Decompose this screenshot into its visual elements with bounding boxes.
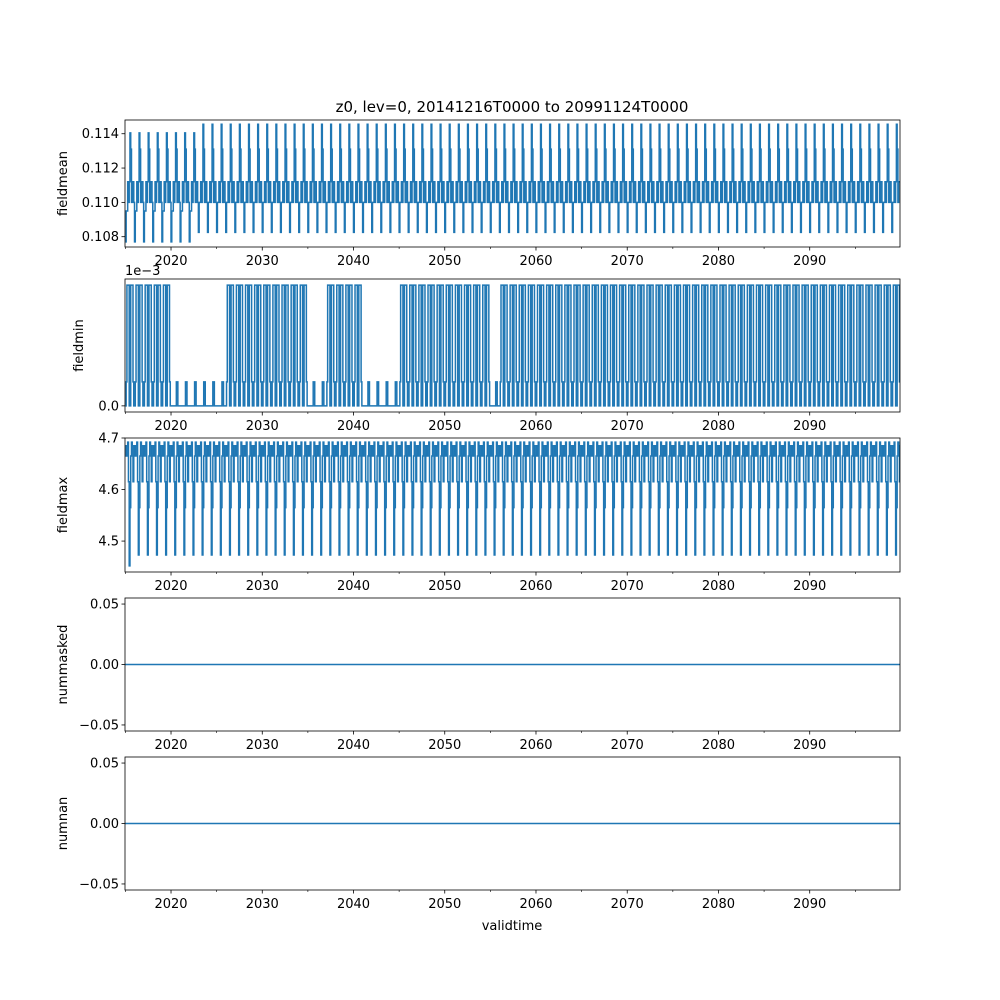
x-tick-label-nummasked: 2030	[246, 738, 279, 753]
x-axis-label: validtime	[482, 919, 543, 934]
x-tick-label-nummasked: 2080	[702, 738, 735, 753]
y-tick-label-fieldmax: 4.5	[98, 535, 119, 550]
y-tick-label-numnan: 0.00	[90, 817, 119, 832]
chart-title: z0, lev=0, 20141216T0000 to 20991124T000…	[336, 98, 689, 116]
panel-nummasked: −0.05 0.00 0.05 2020 2030 2040 2050 2060 2070 208…	[56, 598, 901, 753]
x-tick-label-nummasked: 2020	[154, 738, 187, 753]
x-tick-label-nummasked: 2040	[337, 738, 370, 753]
axes-frame-fieldmin	[124, 278, 901, 413]
panel-fieldmin: 0.00.51.02020203020402050206020702080209…	[72, 264, 901, 434]
x-tick-label-numnan: 2090	[793, 897, 826, 912]
y-offset-text-fieldmin: 1e−3	[125, 264, 160, 279]
axes-frame-fieldmax	[124, 437, 901, 573]
y-axis-label-fieldmax: fieldmax	[56, 477, 71, 534]
y-tick-label-numnan: −0.05	[79, 877, 119, 892]
y-tick-label-fieldmean: 0.110	[82, 196, 119, 211]
x-tick-label-fieldmax: 2020	[154, 579, 187, 594]
series-line-fieldmin	[125, 284, 900, 407]
x-tick-label-fieldmin: 2050	[428, 419, 461, 434]
x-tick-label-fieldmin: 2040	[337, 419, 370, 434]
y-tick-label-fieldmean: 0.112	[82, 162, 119, 177]
x-tick-label-fieldmax: 2040	[337, 579, 370, 594]
x-tick-label-nummasked: 2070	[611, 738, 644, 753]
x-tick-label-fieldmax: 2090	[793, 579, 826, 594]
x-tick-label-numnan: 2050	[428, 897, 461, 912]
x-tick-label-fieldmean: 2040	[337, 254, 370, 269]
x-tick-label-fieldmean: 2060	[519, 254, 552, 269]
y-axis-label-fieldmean: fieldmean	[56, 151, 71, 216]
x-tick-label-fieldmean: 2020	[154, 254, 187, 269]
x-tick-label-nummasked: 2050	[428, 738, 461, 753]
x-tick-label-fieldmean: 2030	[246, 254, 279, 269]
x-tick-label-fieldmin: 2070	[611, 419, 644, 434]
x-tick-label-numnan: 2060	[519, 897, 552, 912]
x-tick-label-numnan: 2070	[611, 897, 644, 912]
x-tick-label-fieldmin: 2060	[519, 419, 552, 434]
panel-fieldmean: 0.108 0.110 0.112 0.114 2020 2030 2040 2050 2060…	[56, 119, 901, 269]
x-tick-label-fieldmin: 2030	[246, 419, 279, 434]
x-tick-label-fieldmax: 2060	[519, 579, 552, 594]
x-tick-label-fieldmin: 2080	[702, 419, 735, 434]
x-tick-label-numnan: 2040	[337, 897, 370, 912]
x-tick-label-nummasked: 2060	[519, 738, 552, 753]
x-tick-label-fieldmin: 2020	[154, 419, 187, 434]
y-tick-label-nummasked: 0.05	[90, 598, 119, 613]
x-tick-label-numnan: 2020	[154, 897, 187, 912]
y-tick-label-fieldmin: 0.0	[98, 399, 119, 414]
x-tick-label-numnan: 2030	[246, 897, 279, 912]
x-tick-label-nummasked: 2090	[793, 738, 826, 753]
y-tick-label-fieldmax: 4.6	[98, 483, 119, 498]
x-tick-label-fieldmean: 2050	[428, 254, 461, 269]
series-line-fieldmax	[125, 441, 900, 567]
x-tick-label-fieldmax: 2030	[246, 579, 279, 594]
y-axis-label-nummasked: nummasked	[56, 625, 71, 705]
x-tick-label-fieldmax: 2050	[428, 579, 461, 594]
x-tick-label-fieldmean: 2090	[793, 254, 826, 269]
panels: 0.108 0.110 0.112 0.114 2020 2030 2040 2050 2060…	[56, 119, 901, 912]
y-tick-label-fieldmean: 0.114	[82, 127, 119, 142]
x-tick-label-numnan: 2080	[702, 897, 735, 912]
y-tick-label-nummasked: 0.00	[90, 658, 119, 673]
panel-fieldmax: 4.5 4.6 4.7 2020 2030 2040 2050 2060 2070 2080 209…	[56, 432, 901, 594]
y-tick-label-nummasked: −0.05	[79, 718, 119, 733]
x-tick-label-fieldmin: 2090	[793, 419, 826, 434]
x-tick-label-fieldmean: 2080	[702, 254, 735, 269]
y-tick-label-numnan: 0.05	[90, 757, 119, 772]
x-tick-label-fieldmax: 2080	[702, 579, 735, 594]
y-axis-label-fieldmin: fieldmin	[72, 319, 87, 372]
panel-numnan: −0.05 0.00 0.05 2020 2030 2040 2050 2060 2070 208…	[56, 757, 901, 912]
x-tick-label-fieldmean: 2070	[611, 254, 644, 269]
series-line-fieldmean	[125, 123, 900, 243]
y-axis-label-numnan: numnan	[56, 797, 71, 851]
y-tick-label-fieldmean: 0.108	[82, 230, 119, 245]
axes-frame-fieldmean	[124, 119, 901, 248]
x-tick-label-fieldmax: 2070	[611, 579, 644, 594]
y-tick-label-fieldmax: 4.7	[98, 432, 119, 447]
